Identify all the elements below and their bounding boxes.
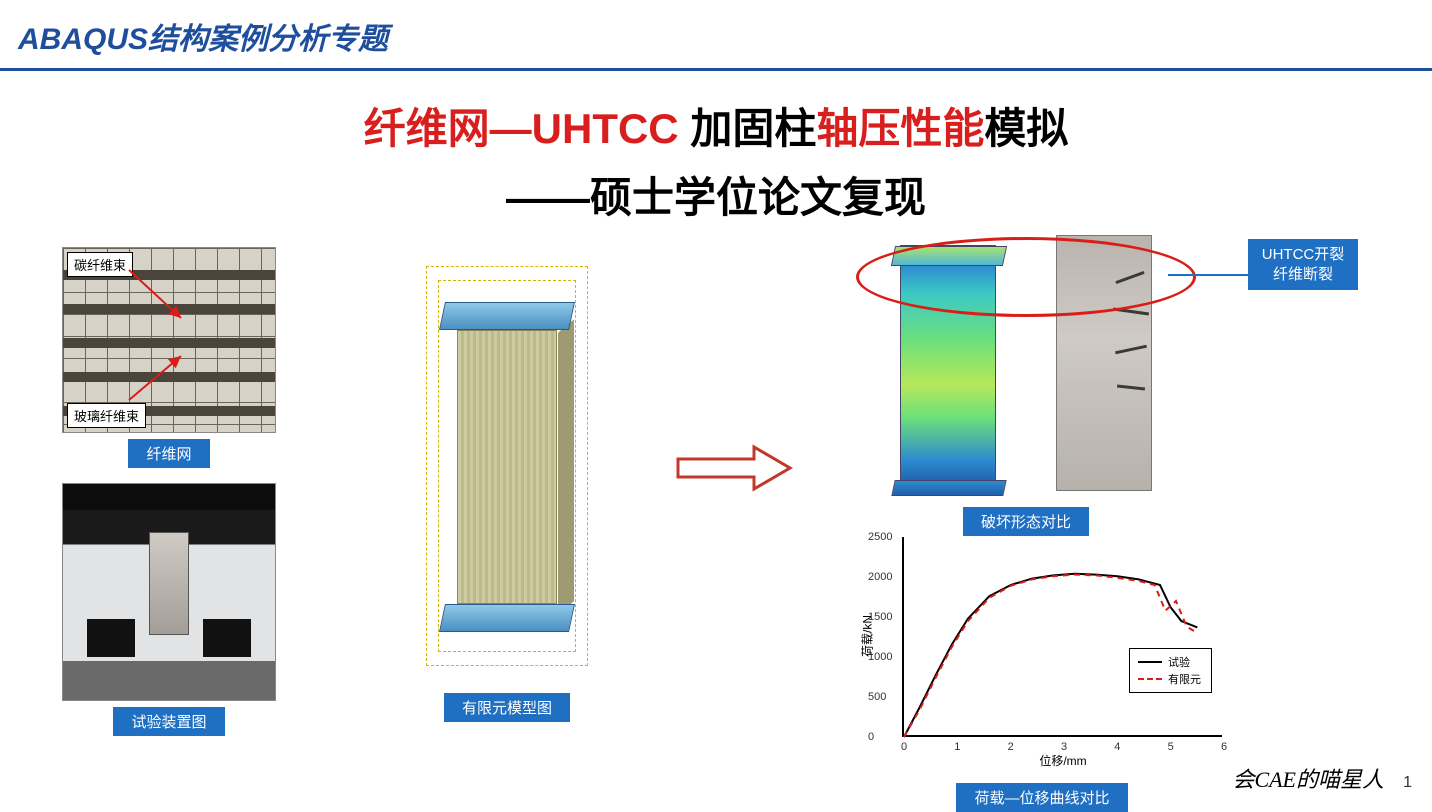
failure-callout-line2: 纤维断裂 xyxy=(1258,265,1348,285)
ytick: 1500 xyxy=(868,611,892,623)
ytick: 1000 xyxy=(868,651,892,663)
fiber-caption: 纤维网 xyxy=(128,439,209,468)
failure-callout: UHTCC开裂 纤维断裂 xyxy=(1248,239,1358,290)
flow-arrow xyxy=(674,443,794,493)
failure-callout-line1: UHTCC开裂 xyxy=(1258,245,1348,265)
arrow-carbon xyxy=(127,268,197,338)
fem-panel: 有限元模型图 xyxy=(380,247,634,722)
chart-lines xyxy=(904,537,1224,737)
chart-legend: 试验 有限元 xyxy=(1129,648,1212,693)
failure-panel: 破坏形态对比 xyxy=(900,225,1152,536)
chart-caption: 荷载—位移曲线对比 xyxy=(956,783,1127,812)
chart-xlabel: 位移/mm xyxy=(1039,752,1086,769)
test-setup-panel: 试验装置图 xyxy=(62,483,276,736)
ytick: 2500 xyxy=(868,531,892,543)
xtick: 5 xyxy=(1168,741,1174,753)
fem-model-image xyxy=(380,247,634,687)
ytick: 2000 xyxy=(868,571,892,583)
title-part-3: 轴压性能 xyxy=(816,105,984,152)
main-title: 纤维网—UHTCC 加固柱轴压性能模拟 xyxy=(0,95,1432,156)
legend-fem: 有限元 xyxy=(1168,671,1201,687)
slide-header: ABAQUS结构案例分析专题 xyxy=(0,0,1432,71)
arrow-glass xyxy=(127,342,197,412)
xtick: 0 xyxy=(901,741,907,753)
xtick: 3 xyxy=(1061,741,1067,753)
ytick: 0 xyxy=(868,731,874,743)
xtick: 6 xyxy=(1221,741,1227,753)
fiber-mesh-image: 碳纤维束 玻璃纤维束 xyxy=(62,247,276,433)
ytick: 500 xyxy=(868,691,886,703)
chart-panel: 荷载/kN 位移/mm 试验 有限元 050010001500200025000… xyxy=(842,531,1242,812)
page-number: 1 xyxy=(1403,774,1412,792)
title-part-4: 模拟 xyxy=(984,105,1068,152)
callout-connector xyxy=(1168,259,1250,289)
title-uhtcc: UHTCC xyxy=(532,105,691,152)
title-part-2: 加固柱 xyxy=(690,105,816,152)
footer-author: 会CAE的喵星人 xyxy=(1232,762,1384,794)
xtick: 4 xyxy=(1114,741,1120,753)
fiber-panel: 碳纤维束 玻璃纤维束 纤维网 xyxy=(62,247,276,468)
legend-exp: 试验 xyxy=(1168,654,1190,670)
fiber-label-top: 碳纤维束 xyxy=(67,252,133,277)
fem-caption: 有限元模型图 xyxy=(444,693,570,722)
load-displacement-chart: 荷载/kN 位移/mm 试验 有限元 050010001500200025000… xyxy=(902,537,1222,737)
failure-image xyxy=(900,225,1152,501)
subtitle: ——硕士学位论文复现 xyxy=(0,164,1432,225)
xtick: 1 xyxy=(954,741,960,753)
xtick: 2 xyxy=(1008,741,1014,753)
test-setup-image xyxy=(62,483,276,701)
content-area: 碳纤维束 玻璃纤维束 纤维网 试验装置图 xyxy=(0,225,1432,785)
test-setup-caption: 试验装置图 xyxy=(113,707,224,736)
failure-highlight-ellipse xyxy=(856,237,1196,317)
header-title: ABAQUS结构案例分析专题 xyxy=(18,14,1414,58)
title-part-1: 纤维网— xyxy=(364,105,532,152)
